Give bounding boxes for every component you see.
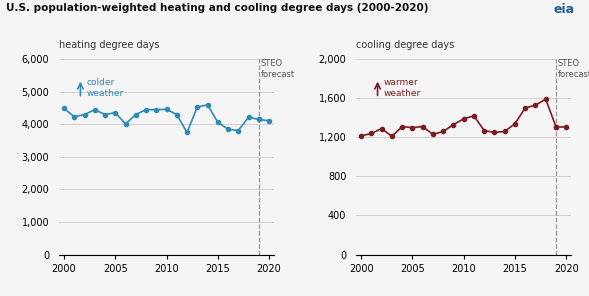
Text: STEO
forecast: STEO forecast	[558, 59, 589, 79]
Text: colder
weather: colder weather	[87, 78, 124, 98]
Text: eia: eia	[553, 3, 574, 16]
Text: cooling degree days: cooling degree days	[356, 40, 454, 50]
Text: STEO
forecast: STEO forecast	[260, 59, 294, 79]
Text: warmer
weather: warmer weather	[384, 78, 421, 98]
Text: heating degree days: heating degree days	[59, 40, 160, 50]
Text: U.S. population-weighted heating and cooling degree days (2000-2020): U.S. population-weighted heating and coo…	[6, 3, 428, 13]
